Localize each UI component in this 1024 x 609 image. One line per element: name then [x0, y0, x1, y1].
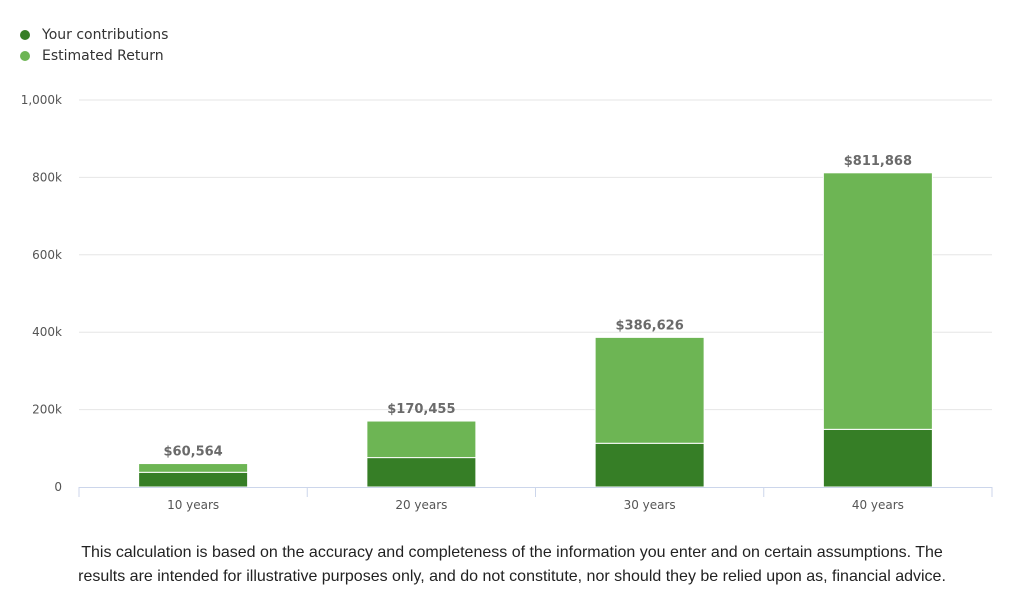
- y-tick-label: 1,000k: [21, 93, 62, 107]
- bar-estimated-return[interactable]: [594, 336, 705, 444]
- bars: [138, 172, 933, 488]
- x-tick-label: 30 years: [624, 498, 676, 512]
- disclaimer-line-2: results are intended for illustrative pu…: [78, 568, 946, 585]
- y-tick-label: 600k: [32, 248, 62, 262]
- legend-item-estimated-return[interactable]: Estimated Return: [20, 45, 168, 66]
- bar-estimated-return[interactable]: [366, 420, 477, 459]
- y-axis: 0 200k 400k 600k 800k 1,000k: [21, 93, 62, 494]
- y-tick-label: 0: [54, 480, 62, 494]
- disclaimer: This calculation is based on the accurac…: [0, 541, 1024, 589]
- legend-label: Your contributions: [42, 26, 169, 43]
- stacked-bar-chart: 0 200k 400k 600k 800k 1,000k 10 years 20 years…: [21, 93, 993, 512]
- x-tick-label: 20 years: [395, 498, 447, 512]
- bar-total-label: $60,564: [164, 445, 223, 460]
- bar-contributions[interactable]: [366, 457, 477, 488]
- legend-item-your-contributions[interactable]: Your contributions: [20, 24, 168, 45]
- y-tick-label: 800k: [32, 170, 62, 184]
- x-tick-label: 40 years: [852, 498, 904, 512]
- bar-contributions[interactable]: [138, 471, 249, 488]
- bar-total-label: $386,626: [615, 318, 683, 333]
- bar-total-label: $170,455: [387, 402, 455, 417]
- legend-dot-icon: [20, 50, 30, 61]
- bar-estimated-return[interactable]: [822, 172, 933, 430]
- disclaimer-line-1: This calculation is based on the accurac…: [81, 544, 943, 561]
- legend-dot-icon: [20, 29, 30, 40]
- legend-label: Estimated Return: [42, 47, 164, 64]
- y-tick-label: 400k: [32, 325, 62, 339]
- chart-legend: Your contributions Estimated Return: [20, 24, 168, 66]
- bar-contributions[interactable]: [822, 428, 933, 488]
- x-tick-label: 10 years: [167, 498, 219, 512]
- bar-total-label: $811,868: [844, 154, 912, 169]
- data-labels: $60,564 $170,455 $386,626 $811,868: [164, 154, 912, 460]
- y-tick-label: 200k: [32, 403, 62, 417]
- bar-estimated-return[interactable]: [138, 463, 249, 473]
- x-axis: 10 years 20 years 30 years 40 years: [78, 487, 993, 512]
- bar-contributions[interactable]: [594, 442, 705, 488]
